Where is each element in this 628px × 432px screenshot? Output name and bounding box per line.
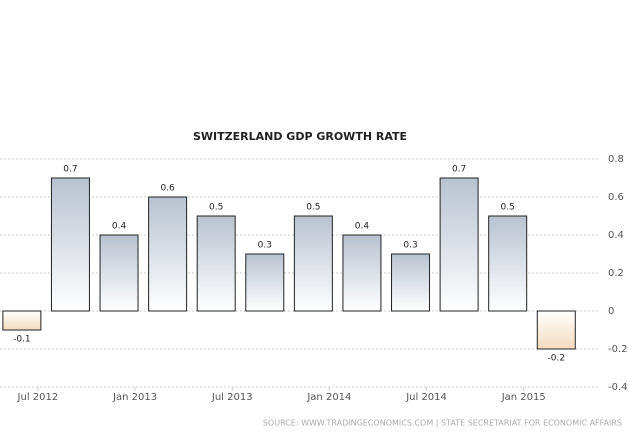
- value-label: 0.5: [306, 203, 320, 213]
- value-label: 0.7: [452, 165, 466, 175]
- bar: [148, 196, 188, 312]
- y-tick-label: 0.4: [608, 230, 624, 241]
- bar: [196, 215, 236, 312]
- y-tick-label: -0.2: [608, 344, 628, 355]
- chart-title: SWITZERLAND GDP GROWTH RATE: [193, 130, 407, 143]
- x-tick-label: Jul 2013: [211, 392, 253, 403]
- y-tick-label: 0: [608, 306, 614, 317]
- value-label: 0.4: [355, 222, 370, 232]
- bar: [488, 215, 528, 312]
- y-tick-label: 0.6: [608, 192, 624, 203]
- value-label: -0.2: [547, 354, 565, 364]
- x-tick-label: Jan 2014: [306, 392, 351, 403]
- x-tick-label: Jul 2014: [405, 392, 447, 403]
- bar: [2, 310, 42, 331]
- value-label: 0.5: [501, 203, 515, 213]
- bar: [99, 234, 139, 312]
- value-label: 0.7: [63, 165, 77, 175]
- value-label: 0.5: [209, 203, 223, 213]
- y-tick-label: -0.4: [608, 382, 628, 393]
- bar: [342, 234, 382, 312]
- x-tick-label: Jan 2015: [501, 392, 546, 403]
- bar: [439, 177, 479, 312]
- bar: [245, 253, 285, 312]
- value-label: 0.6: [160, 184, 175, 194]
- value-label: -0.1: [13, 335, 31, 345]
- x-tick-label: Jan 2013: [112, 392, 157, 403]
- y-tick-label: 0.2: [608, 268, 624, 279]
- bar: [50, 177, 90, 312]
- bar: [391, 253, 431, 312]
- source: SOURCE: WWW.TRADINGECONOMICS.COM | STATE…: [263, 419, 622, 428]
- value-label: 0.3: [258, 241, 272, 251]
- bar: [293, 215, 333, 312]
- bar: [536, 310, 576, 350]
- value-label: 0.4: [112, 222, 127, 232]
- value-label: 0.3: [403, 241, 417, 251]
- y-tick-label: 0.8: [608, 154, 624, 165]
- x-tick-label: Jul 2012: [17, 392, 59, 403]
